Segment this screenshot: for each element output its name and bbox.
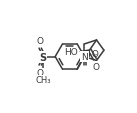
Text: +: + — [86, 52, 92, 57]
Text: ·O: ·O — [89, 49, 99, 58]
Text: HO: HO — [64, 48, 78, 56]
Text: N: N — [81, 53, 88, 61]
Text: O: O — [36, 68, 43, 77]
Text: S: S — [39, 52, 46, 62]
Text: -: - — [95, 51, 97, 57]
Text: O: O — [36, 37, 43, 46]
Text: CH₃: CH₃ — [35, 75, 51, 84]
Text: O: O — [92, 62, 99, 71]
Text: N: N — [83, 49, 90, 58]
